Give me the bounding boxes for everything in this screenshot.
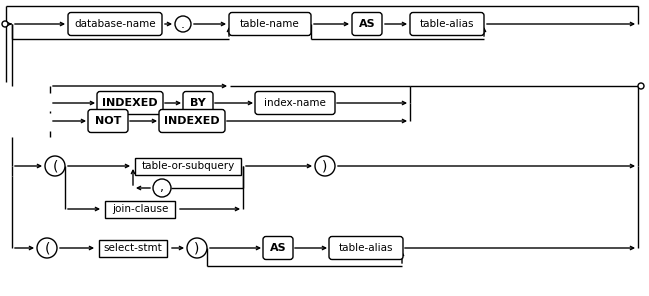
Text: AS: AS — [270, 243, 286, 253]
Circle shape — [638, 83, 644, 89]
Text: NOT: NOT — [95, 116, 121, 126]
Text: table-or-subquery: table-or-subquery — [141, 161, 235, 171]
Circle shape — [187, 238, 207, 258]
Text: table-alias: table-alias — [339, 243, 393, 253]
Circle shape — [45, 156, 65, 176]
Text: (: ( — [53, 159, 58, 173]
Text: select-stmt: select-stmt — [104, 243, 162, 253]
Text: ,: , — [160, 181, 164, 194]
Bar — [99, 239, 167, 257]
FancyBboxPatch shape — [352, 12, 382, 36]
Text: ): ) — [194, 241, 200, 255]
FancyBboxPatch shape — [68, 12, 162, 36]
Text: join-clause: join-clause — [112, 204, 168, 214]
Text: INDEXED: INDEXED — [164, 116, 220, 126]
Text: (: ( — [44, 241, 50, 255]
Bar — [135, 157, 241, 175]
Bar — [105, 200, 175, 218]
FancyBboxPatch shape — [229, 12, 311, 36]
Circle shape — [175, 16, 191, 32]
Text: index-name: index-name — [264, 98, 326, 108]
Text: database-name: database-name — [74, 19, 156, 29]
Circle shape — [315, 156, 335, 176]
FancyBboxPatch shape — [329, 237, 403, 260]
FancyBboxPatch shape — [159, 110, 225, 133]
FancyBboxPatch shape — [183, 91, 213, 115]
Text: BY: BY — [190, 98, 206, 108]
Text: .: . — [181, 17, 185, 30]
Text: AS: AS — [359, 19, 375, 29]
FancyBboxPatch shape — [255, 91, 335, 115]
FancyBboxPatch shape — [263, 237, 293, 260]
Text: INDEXED: INDEXED — [102, 98, 158, 108]
Circle shape — [2, 21, 8, 27]
FancyBboxPatch shape — [410, 12, 484, 36]
Circle shape — [37, 238, 57, 258]
Circle shape — [153, 179, 171, 197]
Text: ): ) — [323, 159, 328, 173]
Text: table-name: table-name — [240, 19, 300, 29]
FancyBboxPatch shape — [88, 110, 128, 133]
FancyBboxPatch shape — [97, 91, 163, 115]
Text: table-alias: table-alias — [420, 19, 474, 29]
